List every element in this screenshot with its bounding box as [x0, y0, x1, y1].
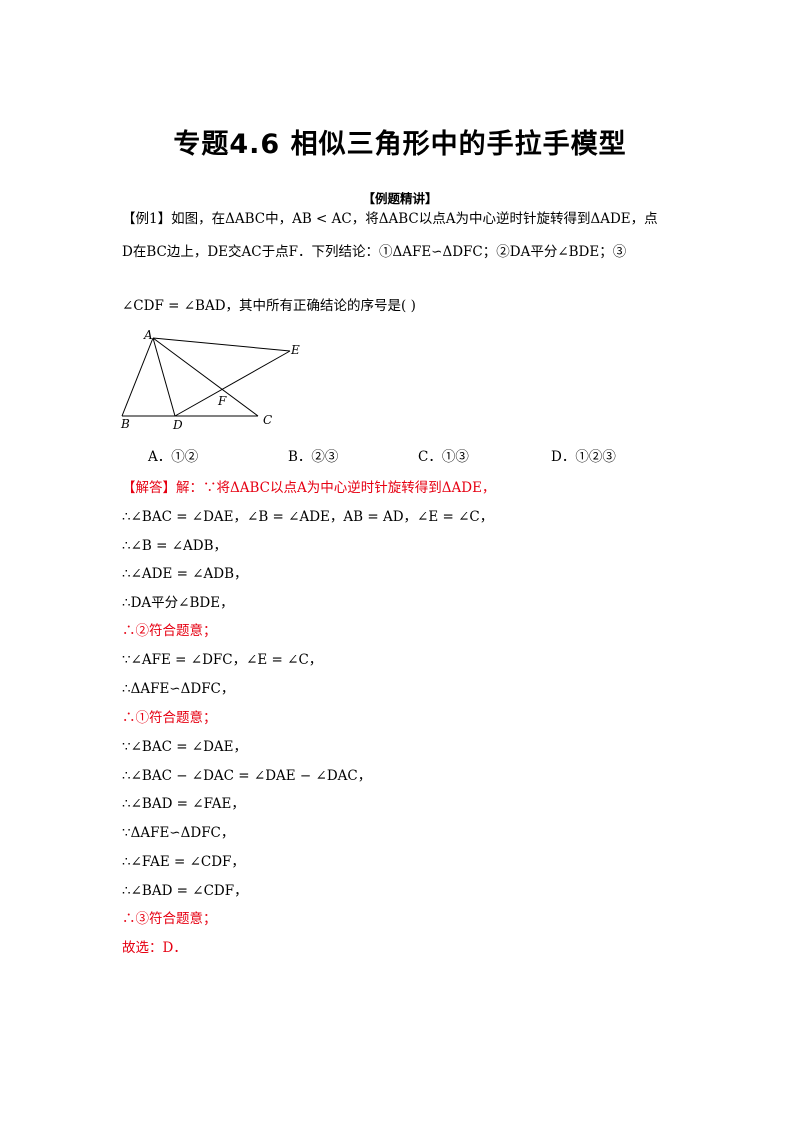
segment-ab	[121, 337, 154, 417]
label-f: F	[217, 394, 227, 408]
solution-line: ∴ΔAFE∽ΔDFC，	[122, 681, 235, 697]
solution-line: ∴③符合题意；	[122, 911, 217, 927]
label-b: B	[120, 417, 130, 431]
solution-line: 故选：D．	[122, 940, 187, 956]
solution-line: ∴∠B = ∠ADB，	[122, 538, 228, 554]
option-a[interactable]: A．①②	[148, 449, 199, 465]
solution-line: ∴∠BAC = ∠DAE，∠B = ∠ADE，AB = AD，∠E = ∠C，	[122, 509, 494, 525]
segment-ad	[152, 337, 176, 417]
option-d[interactable]: D．①②③	[551, 449, 616, 465]
solution-line: ∴∠FAE = ∠CDF，	[122, 854, 245, 870]
solution-line: ∵ΔAFE∽ΔDFC，	[122, 825, 235, 841]
segment-ae	[152, 337, 291, 352]
solution-line: ∴∠ADE = ∠ADB，	[122, 566, 248, 582]
solution-line: ∴∠BAC − ∠DAC = ∠DAE − ∠DAC，	[122, 768, 372, 784]
solution-line: ∴②符合题意；	[122, 623, 217, 639]
solution-line: ∴①符合题意；	[122, 710, 217, 726]
segment-ac	[152, 337, 259, 417]
label-a: A	[143, 328, 153, 342]
question-line-1: 【例1】如图，在ΔABC中，AB < AC，将ΔABC以点A为中心逆时针旋转得到…	[122, 211, 658, 227]
solution-line: ∵∠BAC = ∠DAE，	[122, 739, 248, 755]
label-e: E	[290, 343, 300, 357]
segment-de	[174, 350, 291, 417]
label-c: C	[263, 413, 272, 427]
page-title: 专题4.6 相似三角形中的手拉手模型	[173, 129, 627, 160]
option-c[interactable]: C．①③	[418, 449, 469, 465]
section-heading: 【例题精讲】	[362, 191, 438, 206]
option-b[interactable]: B．②③	[288, 449, 339, 465]
question-line-3: ∠CDF = ∠BAD，其中所有正确结论的序号是( )	[122, 298, 416, 314]
geometry-figure: A E F B D C	[120, 328, 300, 432]
solution-line: ∴∠BAD = ∠CDF，	[122, 883, 248, 899]
solution-line: ∴∠BAD = ∠FAE，	[122, 796, 245, 812]
solution-line: ∵∠AFE = ∠DFC，∠E = ∠C，	[122, 652, 323, 668]
question-line-2: D在BC边上，DE交AC于点F．下列结论：①ΔAFE∽ΔDFC；②DA平分∠BD…	[122, 244, 627, 260]
solution-line: ∴DA平分∠BDE，	[122, 595, 234, 611]
label-d: D	[172, 418, 183, 432]
solution-line: 【解答】解：∵将ΔABC以点A为中心逆时针旋转得到ΔADE，	[122, 480, 496, 496]
